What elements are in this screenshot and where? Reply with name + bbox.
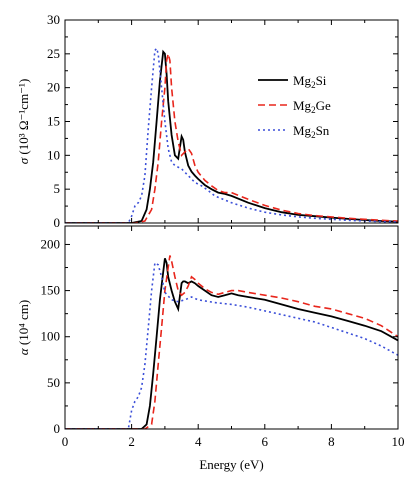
y-tick-label-bottom: 200 [41, 236, 61, 251]
y-tick-label-top: 30 [47, 12, 60, 27]
y-tick-label-bottom: 150 [41, 283, 61, 298]
y-axis-label-top: σ (10³ Ω⁻¹cm⁻¹) [16, 79, 31, 165]
series-line-bottom-2 [65, 261, 398, 429]
panel-bottom: 0 50 100 150 200 0 2 4 6 8 10 Energy (eV) α (10⁴ cm) [16, 225, 405, 472]
y-axis-label-bottom: α (10⁴ cm) [16, 300, 31, 355]
y-tick-label-bottom: 50 [47, 375, 60, 390]
y-tick-label-top: 10 [47, 147, 60, 162]
legend-label-2: Mg2Sn [293, 123, 330, 140]
legend-label-0: Mg2Si [293, 73, 327, 90]
y-tick-label-bottom: 0 [54, 421, 61, 436]
x-tick-label: 10 [392, 434, 405, 449]
series-line-top-2 [65, 46, 398, 223]
series-line-bottom-1 [65, 255, 398, 429]
y-tick-label-top: 20 [47, 80, 60, 95]
y-tick-label-top: 15 [47, 114, 60, 129]
x-tick-label: 8 [328, 434, 335, 449]
legend: Mg2Si Mg2Ge Mg2Sn [258, 73, 331, 140]
x-tick-label: 4 [195, 434, 202, 449]
series-line-top-1 [65, 53, 398, 223]
plot-frame-top [64, 19, 399, 224]
x-tick-label: 0 [62, 434, 69, 449]
y-tick-label-top: 0 [54, 215, 61, 230]
series-line-bottom-0 [65, 257, 398, 429]
y-tick-label-bottom: 100 [41, 329, 61, 344]
x-axis-label: Energy (eV) [199, 457, 263, 472]
legend-label-1: Mg2Ge [293, 98, 331, 115]
y-tick-label-top: 5 [54, 181, 61, 196]
plot-frame-bottom [64, 225, 399, 430]
x-tick-label: 2 [128, 434, 135, 449]
y-tick-label-top: 25 [47, 46, 60, 61]
series-line-top-0 [65, 49, 398, 223]
x-tick-label: 6 [262, 434, 269, 449]
